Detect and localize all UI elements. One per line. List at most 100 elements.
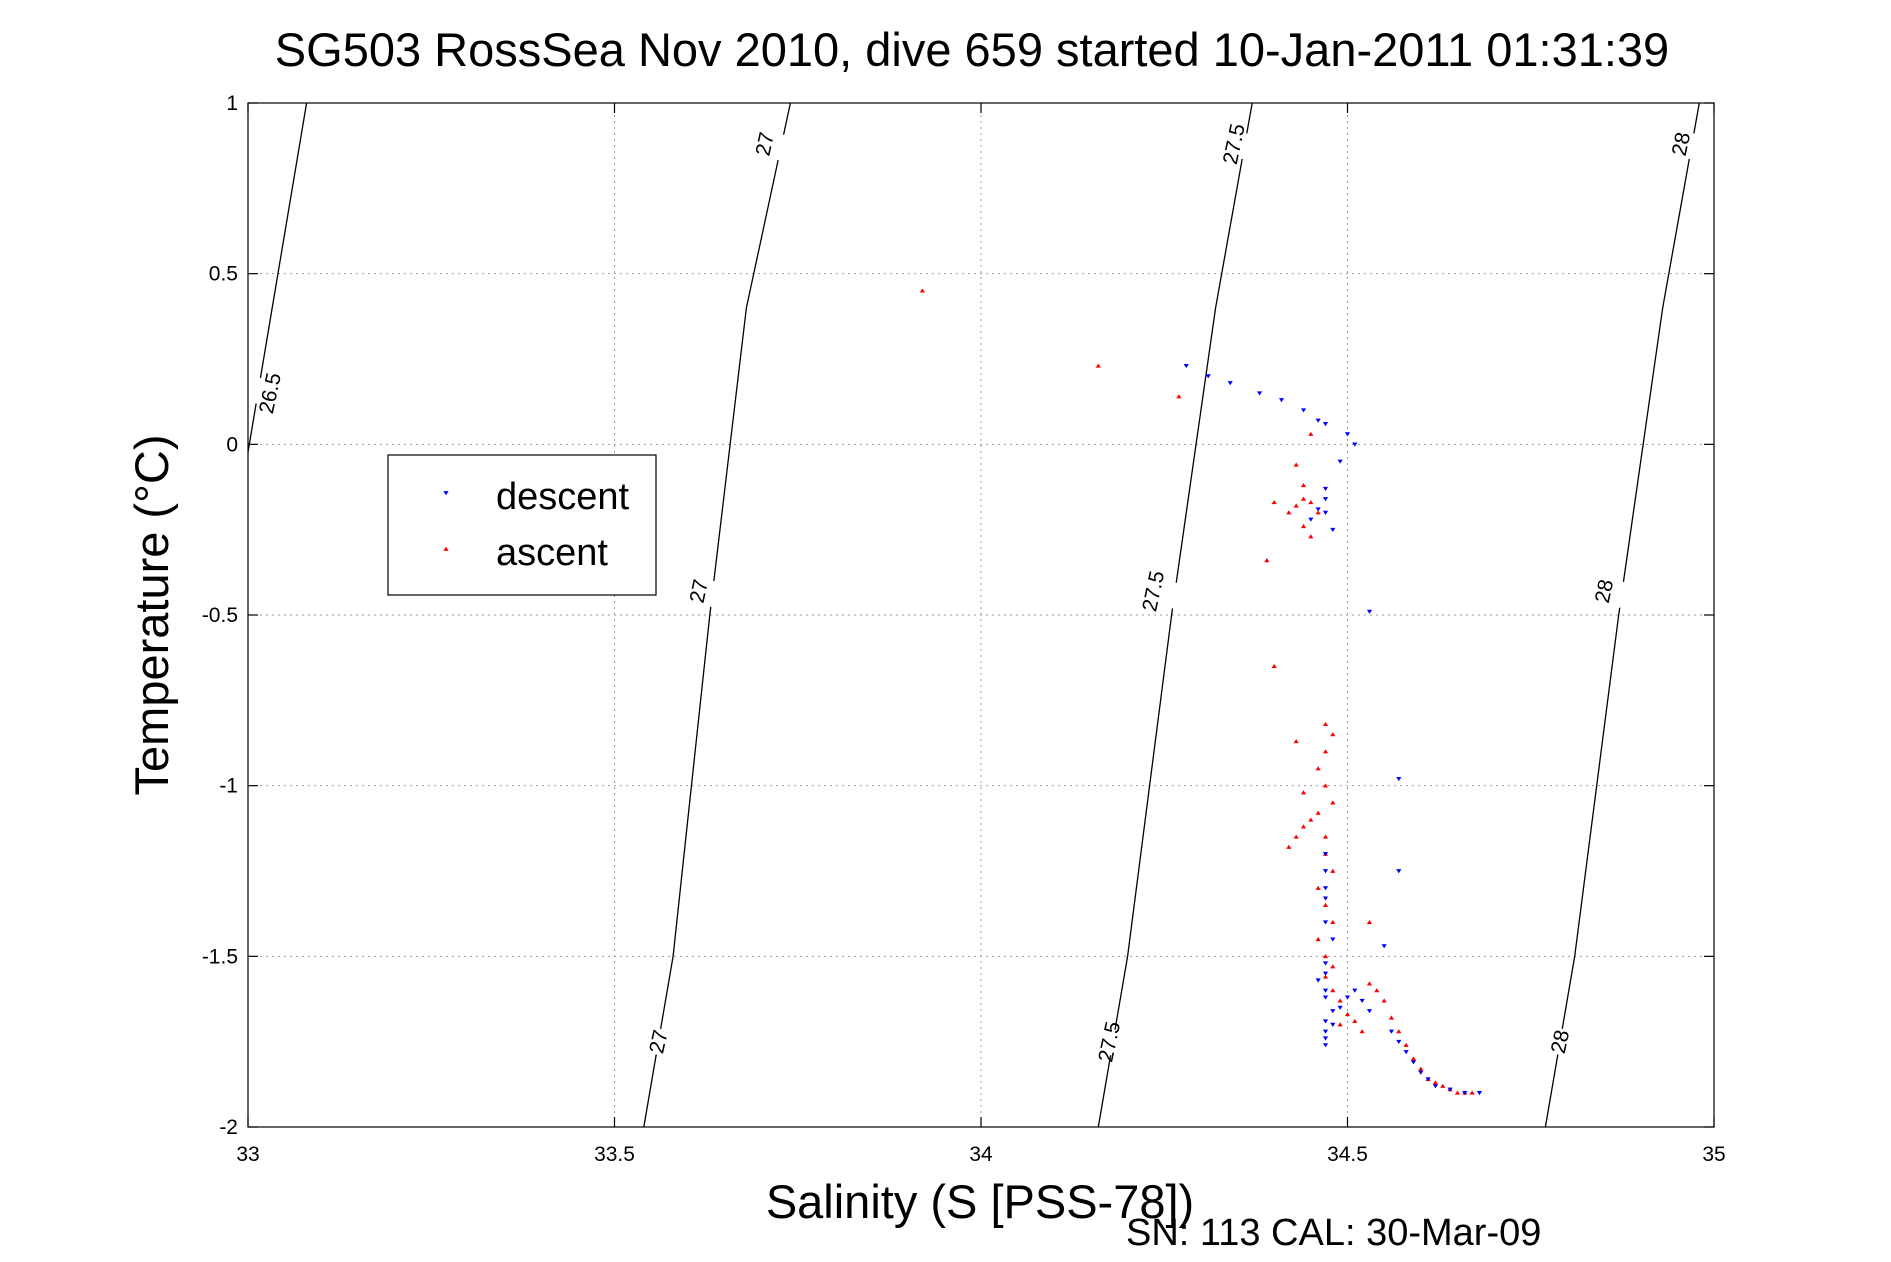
descent-point (1322, 1019, 1329, 1024)
ascent-point (1300, 824, 1307, 829)
ascent-point (1095, 363, 1101, 368)
y-tick-label: -2 (219, 1116, 238, 1139)
descent-point (1410, 1060, 1417, 1065)
ascent-point (1330, 732, 1336, 737)
ascent-point (1330, 988, 1336, 993)
descent-point (1322, 510, 1329, 515)
descent-point (1322, 896, 1329, 901)
descent-point (1322, 852, 1329, 857)
ascent-point (1315, 885, 1321, 890)
ascent-point (1381, 998, 1387, 1003)
descent-point (1344, 995, 1351, 1000)
descent-point (1381, 944, 1387, 949)
ascent-point (1440, 1083, 1446, 1088)
descent-point (1322, 422, 1329, 427)
y-tick-label: 0 (226, 433, 238, 456)
descent-point (1396, 869, 1402, 874)
descent-point (1403, 1050, 1409, 1055)
isopycnal-label: 28 (1547, 1028, 1574, 1056)
ascent-point (1300, 523, 1307, 529)
descent-point (1330, 1022, 1336, 1027)
y-tick-label: 1 (226, 92, 238, 115)
ascent-point (1300, 790, 1307, 795)
descent-point (1205, 374, 1211, 379)
ascent-point (1293, 462, 1299, 467)
descent-point (1256, 391, 1263, 396)
isopycnal-line (1097, 103, 1253, 1127)
ascent-point (1271, 663, 1277, 669)
y-axis-label: Temperature (°C) (125, 435, 178, 796)
ascent-legend-marker (443, 546, 449, 551)
descent-point (1315, 507, 1321, 512)
ascent-point (1432, 1080, 1439, 1085)
descent-point (1322, 869, 1329, 874)
ascent-point (1293, 738, 1299, 744)
descent-point (1322, 1043, 1329, 1048)
x-tick-label: 33.5 (594, 1143, 635, 1166)
ascent-point (1403, 1042, 1409, 1047)
ascent-point (1410, 1056, 1417, 1061)
ascent-point (1308, 534, 1314, 539)
descent-point (1183, 364, 1189, 369)
ascent-point (1388, 1015, 1395, 1020)
descent-point (1396, 777, 1402, 782)
legend: descent ascent (387, 454, 657, 596)
chart-title: SG503 RossSea Nov 2010, dive 659 started… (275, 23, 1669, 76)
descent-point (1322, 971, 1329, 976)
ascent-point (1330, 868, 1336, 873)
x-axis-ticks: 33 33.5 34 34.5 35 (236, 103, 1726, 1166)
descent-point (1462, 1091, 1468, 1096)
descent-point (1308, 517, 1314, 522)
ascent-point (1337, 998, 1343, 1003)
descent-point (1322, 920, 1329, 925)
ascent-point (1418, 1066, 1424, 1071)
descent-point (1366, 609, 1373, 614)
descent-point (1322, 1029, 1329, 1034)
descent-point (1315, 418, 1321, 423)
descent-point (1322, 988, 1329, 993)
descent-point (1322, 1036, 1329, 1041)
grid-lines (248, 103, 1714, 1127)
isopycnal-line (1544, 103, 1700, 1127)
y-axis-ticks: -2 -1.5 -1 -0.5 0 0.5 1 (202, 92, 1714, 1139)
ascent-point (1344, 1012, 1351, 1017)
ascent-point (1300, 496, 1307, 501)
descent-point (1396, 1039, 1402, 1045)
ascent-point (1322, 953, 1329, 959)
ascent-point (1293, 503, 1299, 508)
ascent-point (919, 288, 925, 293)
ascent-point (1359, 1029, 1365, 1034)
isopycnal-label-bg (1083, 1023, 1136, 1060)
data-points (919, 288, 1483, 1096)
descent-point (1425, 1077, 1431, 1082)
ascent-point (1293, 834, 1299, 839)
ascent-point (1322, 721, 1329, 727)
ascent-point (1366, 919, 1373, 925)
y-tick-label: 0.5 (209, 263, 238, 286)
descent-point (1344, 432, 1351, 437)
ascent-point (1308, 817, 1314, 822)
ascent-point (1330, 964, 1336, 969)
ascent-point (1352, 1018, 1358, 1024)
ascent-point (1330, 800, 1336, 805)
isopycnal-label: 28 (1668, 130, 1695, 158)
ascent-point (1322, 783, 1329, 788)
ascent-point (1315, 766, 1321, 771)
ascent-point (1374, 988, 1380, 993)
isopycnal-label: 28 (1591, 577, 1618, 605)
descent-point (1352, 442, 1358, 447)
ascent-point (1330, 919, 1336, 925)
descent-point (1300, 408, 1307, 413)
ascent-point (1315, 936, 1321, 942)
legend-box (387, 454, 657, 596)
descent-legend-label: descent (496, 476, 630, 518)
isopycnal-line (248, 103, 308, 456)
ascent-point (1322, 749, 1329, 754)
ascent-point (1322, 834, 1329, 839)
descent-point (1322, 961, 1329, 966)
ascent-point (1396, 1029, 1402, 1034)
isopycnal-label-bg (632, 1023, 685, 1060)
descent-point (1322, 497, 1329, 502)
isopycnal-label-bg (672, 573, 725, 609)
